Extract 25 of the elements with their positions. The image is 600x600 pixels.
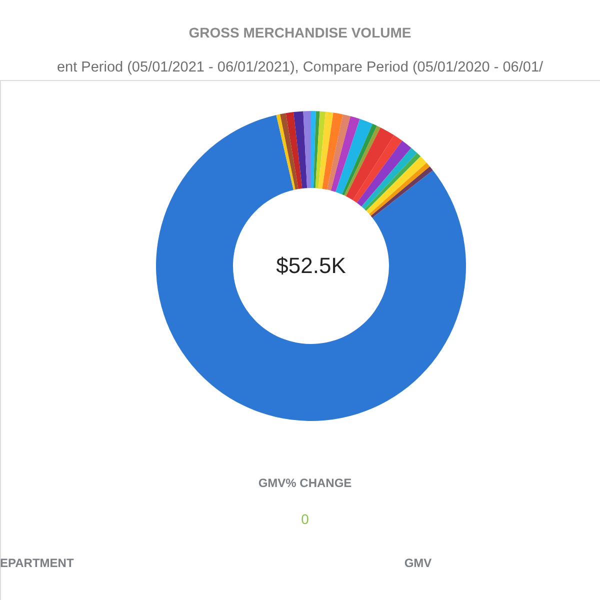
donut-slice (327, 114, 350, 191)
donut-slice (315, 111, 326, 188)
donut-slice (313, 111, 320, 188)
donut-slice (156, 114, 466, 421)
text: GMV% CHANGE (258, 476, 352, 490)
chart-title: GROSS MERCHANDISE VOLUME (188, 24, 412, 40)
donut-slice (336, 118, 373, 194)
donut-slice (280, 113, 298, 190)
text: $52.5K (276, 253, 346, 278)
donut-slice (364, 153, 421, 211)
donut-slice (366, 156, 427, 214)
donut-slice (330, 116, 360, 192)
donut-slice (303, 111, 311, 188)
donut-slice (356, 140, 412, 207)
donut-slice (294, 111, 308, 188)
donut-slice (286, 112, 302, 190)
donut-slice (361, 148, 418, 210)
donut-slice (311, 111, 316, 188)
text: GMV (404, 556, 432, 570)
donut-slice (322, 112, 343, 190)
donut-slice (276, 114, 296, 190)
text: EPARTMENT (0, 556, 74, 570)
text: 0 (301, 511, 310, 527)
donut-slice (318, 112, 334, 189)
chart-subtitle: ent Period (05/01/2021 - 06/01/2021), Compare Period (05/01/2020 - 06/01/ (56, 60, 544, 76)
